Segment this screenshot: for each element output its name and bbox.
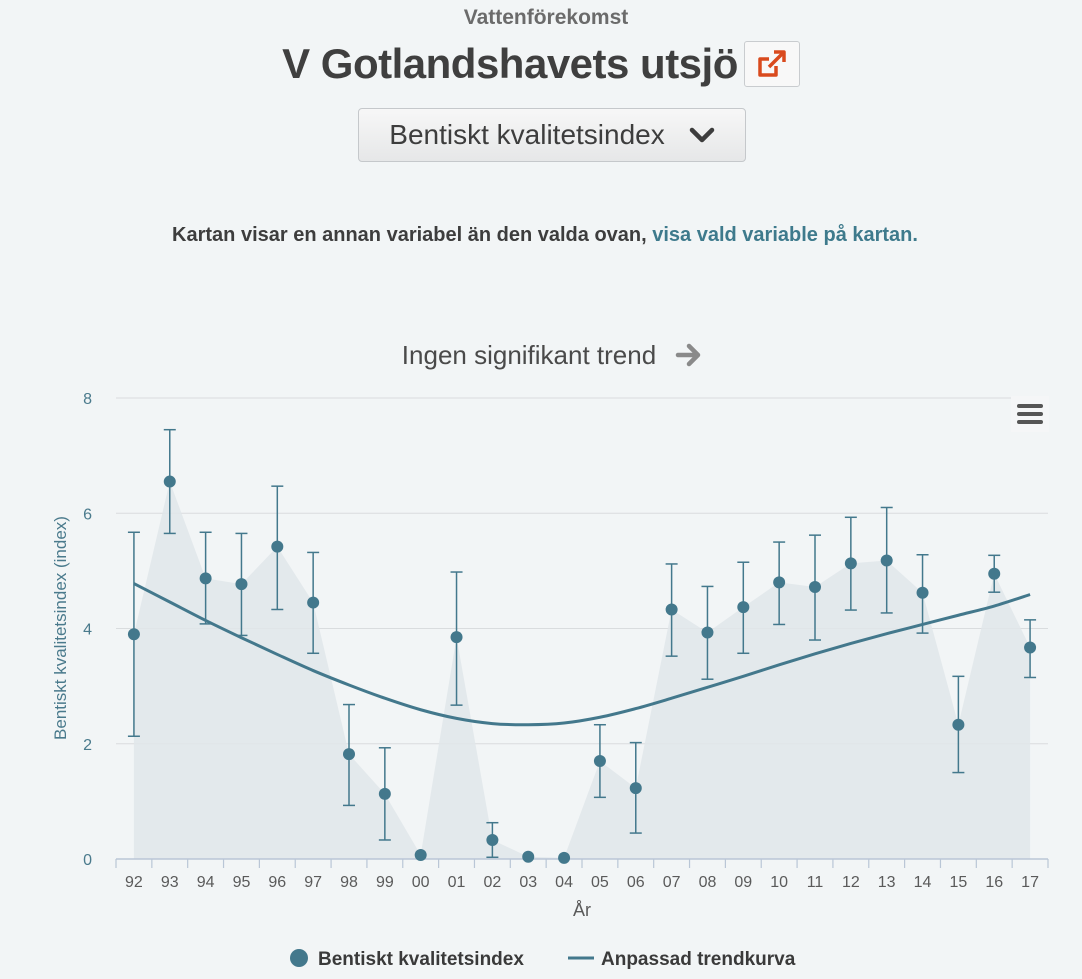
page-eyebrow: Vattenförekomst <box>463 6 629 29</box>
map-notice: Kartan visar en annan variabel än den va… <box>0 224 1082 247</box>
y-tick-label: 0 <box>83 852 92 869</box>
x-tick-label: 01 <box>448 874 466 891</box>
data-point[interactable] <box>271 540 284 553</box>
x-tick-label: 92 <box>125 874 143 891</box>
external-link-icon <box>758 50 786 77</box>
chevron-down-icon <box>689 127 714 143</box>
x-tick-label: 10 <box>770 874 788 891</box>
x-tick-label: 15 <box>949 874 967 891</box>
data-point[interactable] <box>450 631 463 644</box>
x-tick-label: 96 <box>268 874 286 891</box>
x-tick-label: 12 <box>842 874 860 891</box>
data-point[interactable] <box>593 755 606 768</box>
chart-title: Ingen signifikant trend <box>402 340 656 370</box>
notice-text: Kartan visar en annan variabel än den va… <box>172 224 647 246</box>
legend-label-points[interactable]: Bentiskt kvalitetsindex <box>318 949 524 970</box>
y-axis-label: Bentiskt kvalitetsindex (index) <box>51 516 70 740</box>
x-tick-label: 99 <box>376 874 394 891</box>
data-point[interactable] <box>343 748 355 761</box>
y-tick-label: 6 <box>83 506 92 523</box>
data-point[interactable] <box>522 850 535 863</box>
data-point[interactable] <box>558 851 571 864</box>
x-tick-label: 98 <box>340 874 358 891</box>
title-row: V Gotlandshavets utsjö <box>0 40 1082 88</box>
data-point[interactable] <box>665 603 678 616</box>
data-point[interactable] <box>916 586 929 599</box>
x-tick-label: 05 <box>591 874 609 891</box>
data-point[interactable] <box>235 578 248 591</box>
arrow-right-icon <box>675 343 701 367</box>
show-on-map-link[interactable]: visa vald variable på kartan. <box>652 224 918 246</box>
x-tick-label: 00 <box>412 874 430 891</box>
data-point[interactable] <box>163 475 176 488</box>
page-title: V Gotlandshavets utsjö <box>282 40 738 87</box>
x-tick-label: 07 <box>663 874 681 891</box>
data-point[interactable] <box>737 601 750 614</box>
legend-label-trend[interactable]: Anpassad trendkurva <box>601 949 796 970</box>
trend-curve <box>133 582 1031 727</box>
data-point[interactable] <box>988 567 1001 580</box>
data-point[interactable] <box>486 833 499 846</box>
y-tick-label: 2 <box>83 737 92 754</box>
legend-marker-points[interactable] <box>290 949 308 967</box>
x-tick-label: 93 <box>161 874 179 891</box>
data-point[interactable] <box>414 848 427 861</box>
data-point[interactable] <box>952 718 965 731</box>
data-point[interactable] <box>127 628 140 641</box>
variable-select[interactable]: Bentiskt kvalitetsindex <box>358 108 746 162</box>
data-point[interactable] <box>844 557 857 570</box>
x-tick-label: 94 <box>197 874 215 891</box>
data-point[interactable] <box>773 576 786 589</box>
x-tick-label: 95 <box>233 874 251 891</box>
data-point[interactable] <box>378 787 391 800</box>
x-tick-label: 16 <box>985 874 1003 891</box>
chart-menu-button[interactable] <box>1011 396 1049 432</box>
data-point[interactable] <box>701 626 714 639</box>
series-area <box>133 481 1031 859</box>
x-tick-label: 97 <box>304 874 322 891</box>
x-axis-label: År <box>573 900 591 920</box>
open-external-button[interactable] <box>743 41 800 87</box>
data-point[interactable] <box>1024 641 1037 654</box>
data-point[interactable] <box>809 581 821 594</box>
x-tick-label: 02 <box>483 874 501 891</box>
y-tick-label: 8 <box>83 391 92 408</box>
menu-icon <box>1017 404 1043 424</box>
x-tick-label: 11 <box>807 874 824 891</box>
x-tick-label: 03 <box>519 874 537 891</box>
x-tick-label: 08 <box>699 874 717 891</box>
data-point[interactable] <box>629 782 642 795</box>
x-tick-label: 13 <box>878 874 896 891</box>
x-tick-label: 06 <box>627 874 645 891</box>
y-tick-label: 4 <box>83 622 92 639</box>
data-point[interactable] <box>880 554 893 567</box>
x-tick-label: 14 <box>914 874 932 891</box>
x-tick-label: 17 <box>1021 874 1039 891</box>
data-point[interactable] <box>307 596 320 609</box>
variable-select-value: Bentiskt kvalitetsindex <box>389 119 665 150</box>
x-tick-label: 09 <box>734 874 752 891</box>
data-point[interactable] <box>199 572 212 585</box>
x-tick-label: 04 <box>555 874 573 891</box>
